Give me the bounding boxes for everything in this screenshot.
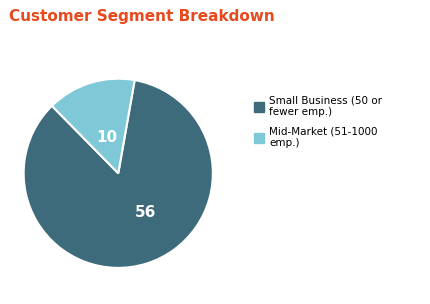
Text: 10: 10 — [96, 130, 117, 145]
Text: Customer Segment Breakdown: Customer Segment Breakdown — [9, 9, 274, 24]
Wedge shape — [52, 79, 135, 173]
Legend: Small Business (50 or
fewer emp.), Mid-Market (51-1000
emp.): Small Business (50 or fewer emp.), Mid-M… — [254, 96, 382, 148]
Wedge shape — [24, 80, 213, 268]
Text: 56: 56 — [135, 205, 156, 219]
